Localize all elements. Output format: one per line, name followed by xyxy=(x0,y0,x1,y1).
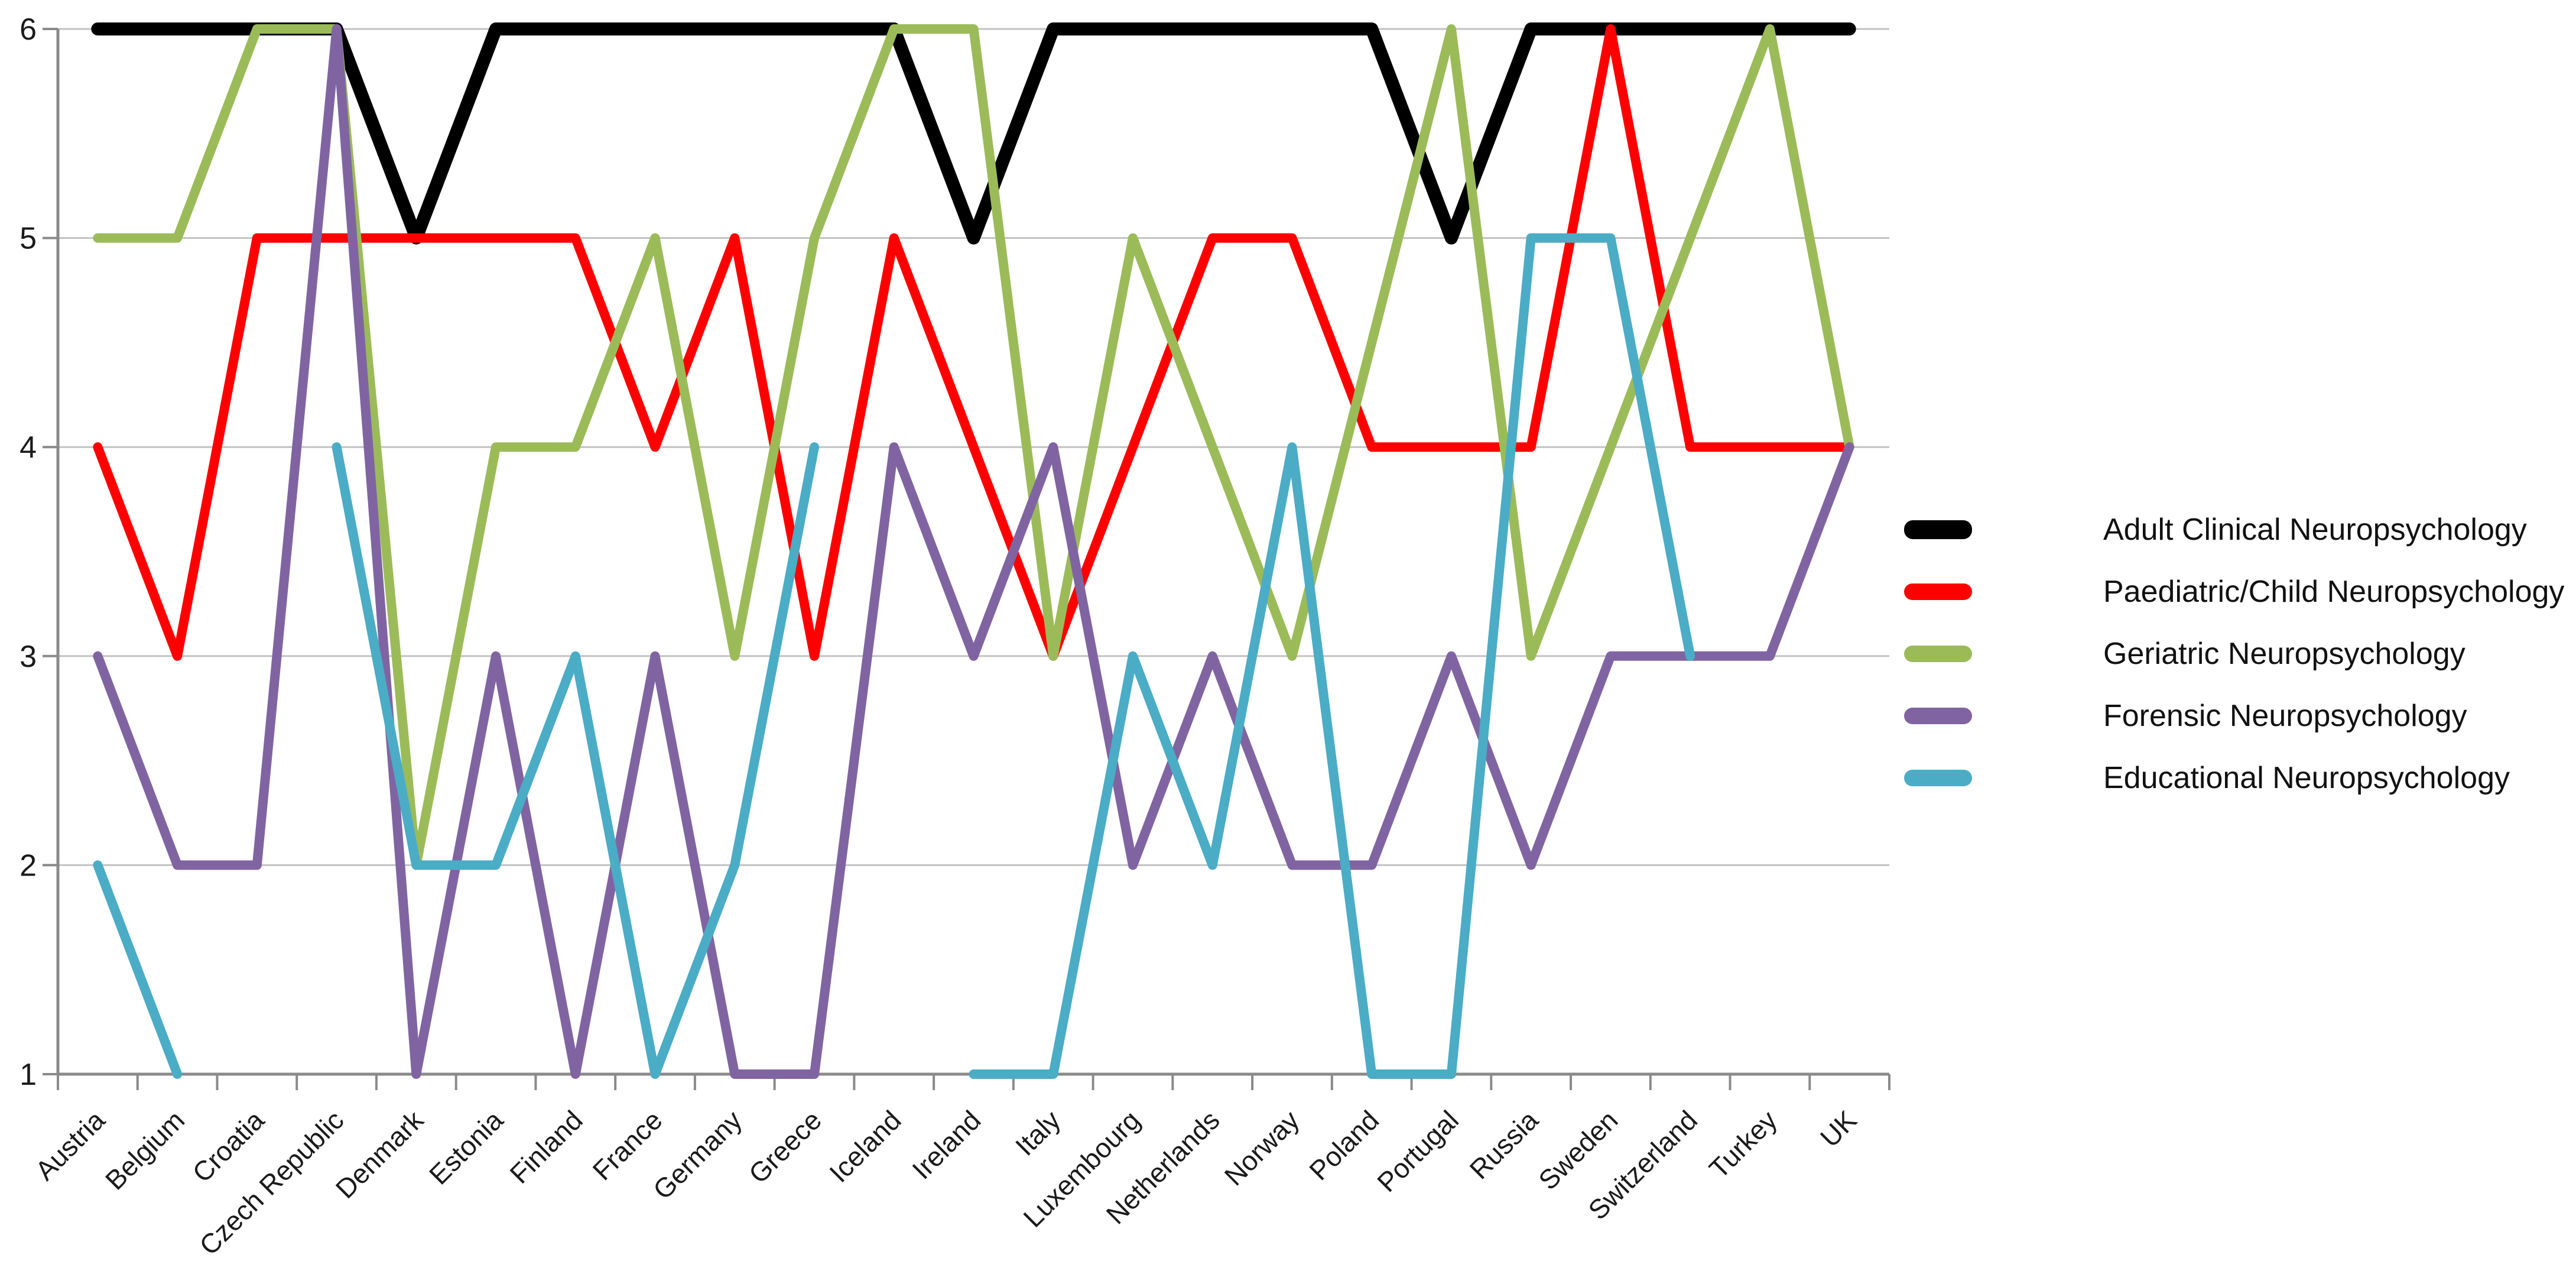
legend-item-paediatric-child-neuropsychology: Paediatric/Child Neuropsychology xyxy=(1904,560,2564,623)
legend-item-educational-neuropsychology: Educational Neuropsychology xyxy=(1904,747,2564,809)
series-line-adult-clinical-neuropsychology xyxy=(91,22,1856,245)
legend-swatch xyxy=(1904,769,1972,786)
series-line-educational-neuropsychology xyxy=(969,233,1695,1079)
x-category-label-germany: Germany xyxy=(647,1104,748,1205)
series-line-educational-neuropsychology xyxy=(332,442,820,1079)
x-category-label-norway: Norway xyxy=(1218,1104,1305,1191)
y-tick-label-6: 6 xyxy=(20,12,37,47)
x-category-label-uk: UK xyxy=(1814,1104,1863,1153)
y-tick-label-1: 1 xyxy=(20,1058,37,1092)
x-category-label-belgium: Belgium xyxy=(99,1104,190,1195)
legend-item-adult-clinical-neuropsychology: Adult Clinical Neuropsychology xyxy=(1904,498,2564,560)
x-category-label-russia: Russia xyxy=(1464,1104,1544,1185)
x-category-label-czech-republic: Czech Republic xyxy=(193,1104,350,1261)
x-category-label-denmark: Denmark xyxy=(330,1104,430,1204)
legend-label: Educational Neuropsychology xyxy=(2103,760,2510,795)
legend-label: Forensic Neuropsychology xyxy=(2103,698,2467,733)
y-tick-label-2: 2 xyxy=(20,848,37,883)
x-category-label-estonia: Estonia xyxy=(423,1104,509,1191)
series-line-geriatric-neuropsychology xyxy=(93,24,1854,870)
legend-swatch xyxy=(1904,707,1972,724)
chart-legend: Adult Clinical Neuropsychology Paediatric… xyxy=(1904,498,2564,809)
series-line-paediatric-child-neuropsychology xyxy=(93,24,1854,661)
legend-swatch xyxy=(1904,520,1972,539)
y-tick-label-5: 5 xyxy=(20,222,37,256)
legend-swatch xyxy=(1904,645,1972,662)
x-category-label-finland: Finland xyxy=(503,1104,588,1189)
y-tick-label-4: 4 xyxy=(20,430,37,465)
legend-label: Paediatric/Child Neuropsychology xyxy=(2103,574,2565,609)
y-tick-label-3: 3 xyxy=(20,640,37,674)
legend-label: Adult Clinical Neuropsychology xyxy=(2103,512,2527,547)
x-category-label-iceland: Iceland xyxy=(823,1104,907,1188)
legend-swatch xyxy=(1904,583,1972,600)
x-category-label-ireland: Ireland xyxy=(906,1104,986,1185)
x-category-label-greece: Greece xyxy=(743,1104,827,1189)
x-category-label-turkey: Turkey xyxy=(1703,1104,1783,1184)
series-line-educational-neuropsychology xyxy=(93,860,183,1079)
x-category-label-italy: Italy xyxy=(1009,1104,1066,1161)
legend-item-forensic-neuropsychology: Forensic Neuropsychology xyxy=(1904,685,2564,747)
legend-label: Geriatric Neuropsychology xyxy=(2103,636,2465,671)
legend-item-geriatric-neuropsychology: Geriatric Neuropsychology xyxy=(1904,623,2564,685)
x-category-label-portugal: Portugal xyxy=(1371,1104,1464,1198)
